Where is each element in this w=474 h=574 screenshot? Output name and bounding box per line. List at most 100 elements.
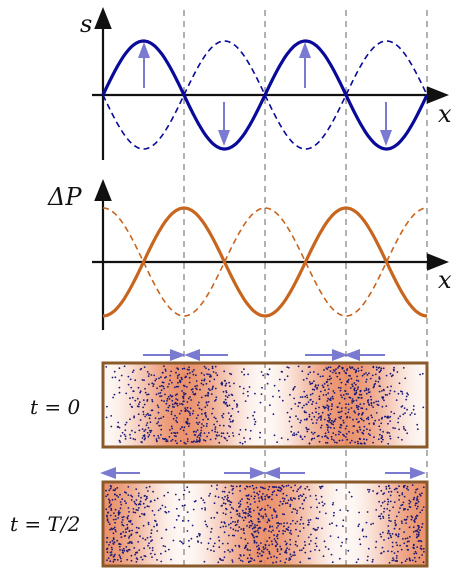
tube-t0-particle (327, 426, 330, 428)
tube-thalf-particle (137, 509, 139, 512)
tube-thalf-particle (300, 549, 303, 551)
tube-t0-particle (162, 415, 165, 418)
tube-thalf-particle (187, 519, 190, 522)
tube-t0-particle (386, 394, 389, 396)
tube-thalf-particle (129, 521, 132, 523)
displacement-arrows (138, 42, 392, 146)
tube-t0-particle (301, 438, 304, 441)
tube-t0-particle (301, 370, 304, 373)
tube-thalf-particle (397, 550, 399, 553)
tube-t0-particle (332, 397, 334, 400)
tube-thalf-particle (417, 533, 420, 535)
tube-t0-particle (373, 384, 376, 386)
tube-thalf-particle (257, 512, 260, 515)
tube-t0-particle (144, 391, 147, 394)
tube-thalf-particle (358, 511, 360, 514)
tube-thalf-particle (227, 549, 230, 552)
tube-t0-particle (308, 413, 311, 416)
tube-thalf-particle (256, 492, 258, 495)
tube-thalf-particle (204, 520, 207, 523)
tube-t0-particle (342, 421, 345, 424)
tube-thalf-particle (276, 489, 279, 492)
tube-thalf-particle (133, 547, 136, 549)
tube-t0-particle (374, 373, 377, 376)
tube-t0-particle (262, 374, 264, 377)
tube-thalf-particle (151, 549, 154, 552)
tube-thalf-particle (290, 486, 292, 489)
tube-thalf-particle (119, 556, 122, 558)
tube-t0-particle (308, 381, 311, 383)
tube-t0-particle (330, 435, 333, 438)
tube-t0-particle (189, 407, 192, 410)
tube-t0-particle (318, 440, 321, 443)
tube-t0-particle (177, 368, 180, 371)
tube-thalf-particle (275, 535, 278, 538)
tube-thalf-particle (236, 513, 239, 516)
tube-thalf-particle (412, 546, 415, 549)
tube-thalf-particle (114, 515, 117, 517)
tube-t0-particle (333, 420, 336, 422)
tube-t0-particle (404, 412, 406, 414)
tube-t0-particle (192, 410, 195, 412)
tube-thalf-particle (112, 532, 115, 535)
tube-t0-particle (180, 409, 183, 412)
tube-t0-particle (414, 413, 416, 415)
tube-thalf-particle (402, 501, 405, 504)
tube-thalf-particle (276, 537, 279, 540)
tube-thalf-particle (315, 537, 318, 540)
tube-t0-particle (151, 382, 154, 385)
tube-t0-particle (356, 429, 359, 432)
tube-t0-particle (301, 396, 304, 398)
tube-thalf-particle (416, 497, 418, 499)
tube-thalf-particle (134, 553, 137, 556)
tube-t0-particle (155, 393, 158, 396)
tube-thalf-particle (265, 515, 268, 517)
tube-t0-particle (133, 415, 136, 418)
tube-t0-particle (178, 412, 181, 415)
tube-t0-particle (372, 441, 374, 444)
tube-thalf-particle (314, 494, 317, 497)
tube-t0-particle (397, 421, 399, 424)
tube-thalf-particle (294, 484, 296, 487)
tube-t0-particle (339, 417, 342, 420)
tube-thalf-particle (392, 506, 394, 509)
tube-thalf-particle (414, 550, 417, 553)
tube-t0-particle (228, 404, 231, 407)
tube-thalf-particle (106, 493, 109, 496)
tube-thalf-particle (361, 529, 364, 532)
tube-t0-particle (181, 426, 184, 429)
tube-thalf-particle (420, 548, 423, 551)
tube-t0-particle (266, 382, 269, 385)
tube-t0-particle (132, 369, 135, 372)
tube-t0-particle (365, 417, 368, 420)
tube-thalf-particle (120, 503, 123, 506)
tube-thalf-particle (290, 497, 292, 499)
tube-t0-particle (347, 403, 350, 406)
tube-thalf-particle (260, 542, 262, 544)
tube-thalf-particle (289, 523, 292, 525)
tube-t0-particle (183, 426, 186, 429)
tube-t0-particle (317, 417, 320, 419)
tube-t0-particle (207, 418, 209, 420)
tube-thalf-particle (397, 535, 400, 538)
tube-t0-particle (344, 383, 347, 386)
tube-thalf-particle (239, 485, 241, 488)
tube-t0-particle (163, 387, 166, 390)
tube-t0-particle (374, 380, 377, 382)
tube-t0-particle (188, 366, 190, 369)
tube-thalf-particle (321, 501, 324, 503)
tube-thalf-particle (400, 520, 403, 523)
tube-t0-particle (355, 418, 358, 421)
tube-t0-particle (269, 404, 271, 407)
tube-t0-particle (170, 432, 173, 434)
tube-t0-particle (325, 441, 327, 444)
tube-t0-particle (151, 400, 154, 403)
tube-thalf-particle (124, 528, 127, 531)
tube-thalf-particle (411, 559, 414, 562)
tube-t0-particle (360, 417, 362, 420)
tube-thalf-particle (357, 525, 360, 528)
tube-t0-particle (149, 414, 152, 417)
tube-t0-particle (311, 388, 314, 391)
tube-thalf-particle (296, 520, 299, 523)
tube-thalf-particle (253, 536, 256, 539)
